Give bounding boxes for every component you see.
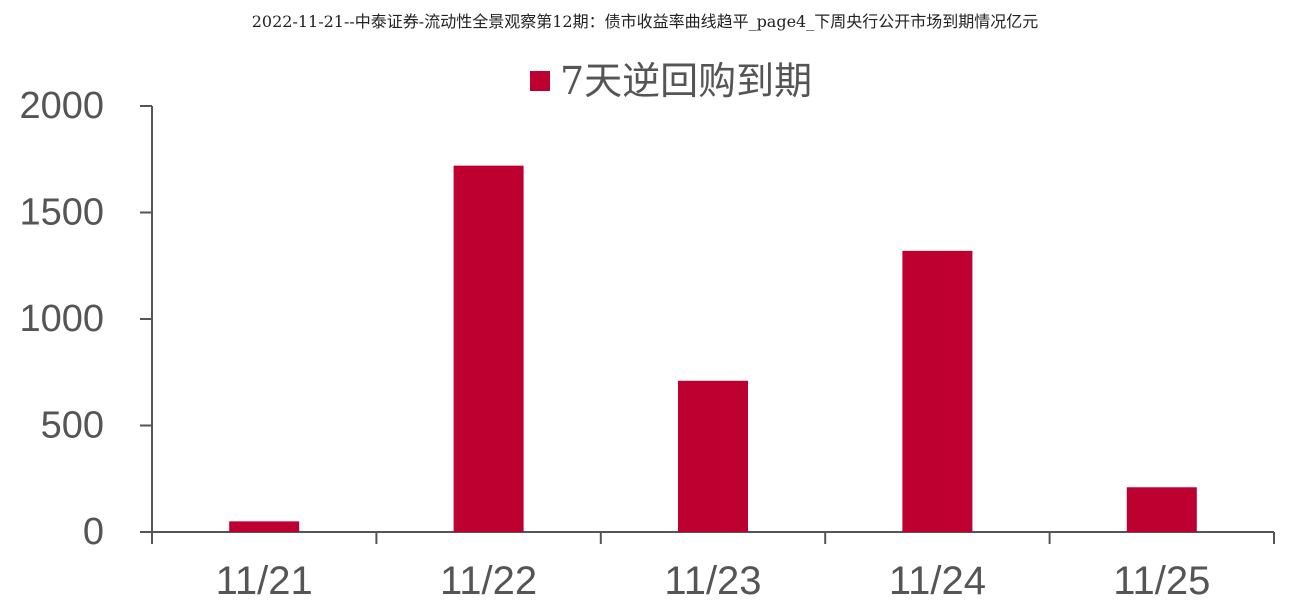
x-tick-label: 11/25	[1113, 559, 1210, 603]
x-tick-label: 11/24	[889, 559, 986, 603]
y-tick-label: 0	[83, 511, 104, 553]
legend-swatch	[530, 71, 550, 91]
x-tick-label: 11/21	[216, 559, 313, 603]
y-tick-label: 500	[41, 405, 104, 447]
bar-11-21	[229, 521, 300, 532]
page-title: 2022-11-21--中泰证券-流动性全景观察第12期：债市收益率曲线趋平_p…	[251, 12, 1039, 31]
y-tick-label: 1000	[19, 298, 104, 340]
bar-11-23	[678, 380, 748, 532]
y-tick-label: 2000	[19, 85, 104, 127]
bar-11-24	[902, 250, 973, 532]
y-tick-label: 1500	[19, 192, 104, 234]
chart-legend: 7天逆回购到期	[530, 62, 812, 100]
legend-label: 7天逆回购到期	[560, 59, 813, 103]
x-tick-label: 11/22	[440, 559, 537, 603]
bar-11-22	[453, 165, 524, 532]
x-tick-label: 11/23	[664, 559, 761, 603]
bar-11-25	[1126, 487, 1197, 532]
